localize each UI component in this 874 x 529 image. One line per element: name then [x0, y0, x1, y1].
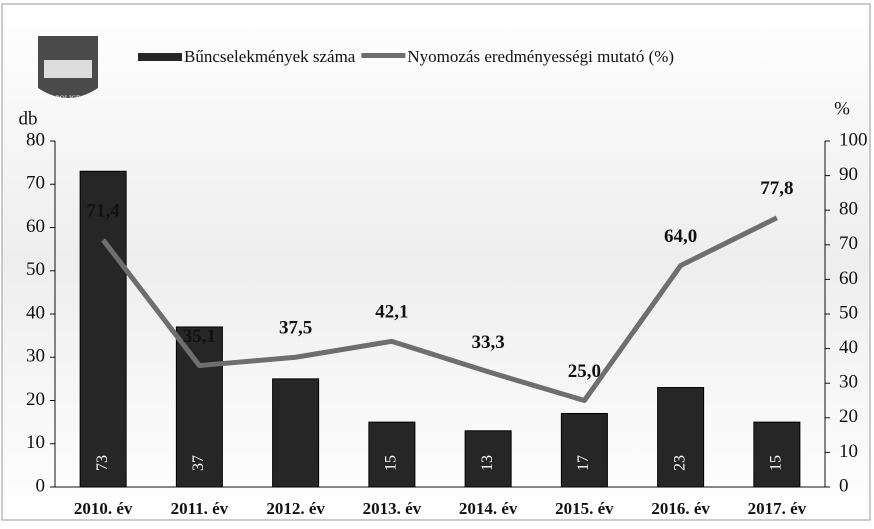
line-label: 33,3 — [472, 332, 505, 353]
bar — [753, 421, 801, 488]
line — [101, 215, 778, 403]
bar-label: 13 — [479, 455, 496, 471]
x-tick-label: 2017. év — [748, 499, 807, 518]
bar — [175, 326, 223, 488]
line-label: 42,1 — [375, 302, 408, 323]
x-tick-label: 2013. év — [363, 499, 422, 518]
bar-label: 15 — [383, 455, 400, 471]
bar — [272, 378, 320, 488]
bar — [79, 170, 127, 488]
legend-label: Bűncselekmények száma — [184, 47, 356, 66]
y-axis-label: db — [19, 108, 38, 129]
y2-tick-label: 100 — [839, 129, 868, 150]
y-tick-label: 70 — [26, 173, 45, 194]
line-label: 35,1 — [183, 326, 216, 347]
x-tick-label: 2011. év — [171, 499, 229, 518]
y2-tick-label: 0 — [839, 475, 849, 496]
svg-text:POLICE: POLICE — [56, 95, 81, 103]
bar-label: 37 — [190, 455, 207, 471]
y-tick-label: 50 — [26, 259, 45, 280]
y2-axis-label: % — [834, 98, 850, 119]
y2-tick-label: 70 — [839, 233, 858, 254]
y-tick-label: 80 — [26, 129, 45, 150]
frame — [1, 3, 871, 521]
line-label: 25,0 — [568, 361, 601, 382]
x-tick-label: 2010. év — [74, 499, 133, 518]
y2-tick-label: 10 — [839, 441, 858, 462]
y-tick-label: 20 — [26, 389, 45, 410]
line-label: 71,4 — [87, 200, 121, 221]
logo: POLICE — [38, 36, 98, 103]
y2-tick-label: 20 — [839, 406, 858, 427]
y2-tick-label: 80 — [839, 199, 858, 220]
line-label: 37,5 — [279, 318, 312, 339]
bar-label: 15 — [768, 455, 785, 471]
y-tick-label: 10 — [26, 432, 45, 453]
bar-label: 23 — [671, 455, 688, 471]
y2-tick-label: 30 — [839, 372, 858, 393]
legend-swatch — [138, 53, 182, 61]
legend-label: Nyomozás eredményességi mutató (%) — [407, 47, 674, 66]
x-tick-label: 2014. év — [459, 499, 518, 518]
bar-label: 73 — [94, 455, 111, 471]
x-tick-label: 2015. év — [555, 499, 614, 518]
line-label: 64,0 — [664, 226, 697, 247]
bar — [368, 421, 416, 488]
bar — [657, 387, 705, 488]
y-tick-label: 0 — [36, 475, 46, 496]
bar — [560, 412, 608, 488]
line-label: 77,8 — [760, 178, 793, 199]
x-tick-label: 2012. év — [266, 499, 325, 518]
y2-tick-label: 60 — [839, 268, 858, 289]
x-tick-label: 2016. év — [651, 499, 710, 518]
y2-tick-label: 40 — [839, 337, 858, 358]
legend-swatch — [361, 53, 406, 58]
y2-tick-label: 90 — [839, 164, 858, 185]
y2-tick-label: 50 — [839, 302, 858, 323]
bar-label: 17 — [575, 455, 592, 471]
bar — [464, 430, 512, 488]
y-tick-label: 60 — [26, 216, 45, 237]
y-tick-label: 30 — [26, 346, 45, 367]
y-tick-label: 40 — [26, 302, 45, 323]
